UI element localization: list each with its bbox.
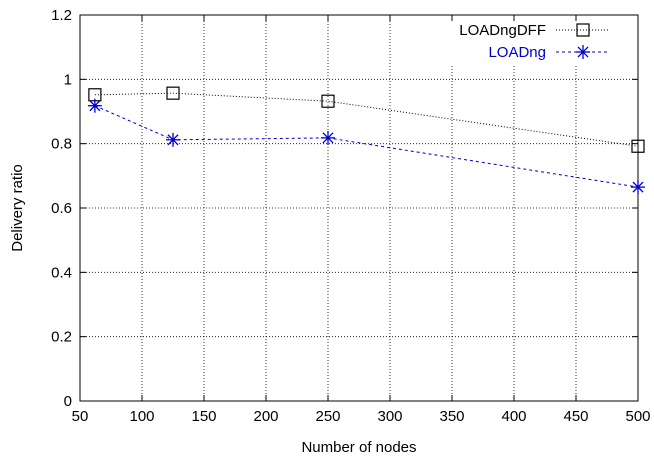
legend-marker-LOADngDFF [576, 23, 590, 37]
x-tick-label: 150 [191, 408, 216, 425]
y-tick-label: 0.2 [51, 329, 72, 346]
x-tick-label: 250 [315, 408, 340, 425]
axes: 50 100 150 200 250 300 350 400 450 500 0 0.2 0.4 0.6 0… [51, 7, 650, 425]
series-layer [87, 86, 645, 195]
x-tick-label: 350 [439, 408, 464, 425]
data-point-LOADng [87, 98, 102, 113]
legend: LOADngDFF LOADng [459, 22, 610, 61]
y-tick-label: 0.8 [51, 136, 72, 153]
x-tick-label: 450 [563, 408, 588, 425]
x-tick-label: 100 [129, 408, 154, 425]
x-tick-label: 500 [625, 408, 650, 425]
data-point-LOADngDFF [166, 86, 180, 100]
x-tick-label: 200 [253, 408, 278, 425]
y-axis-label: Delivery ratio [9, 164, 26, 252]
grid-lines [80, 15, 638, 401]
data-point-LOADng [321, 130, 335, 145]
y-tick-label: 0.4 [51, 264, 72, 281]
legend-label-LOADngDFF: LOADngDFF [459, 22, 546, 39]
data-point-LOADng [631, 180, 645, 195]
series-line-LOADngDFF [94, 92, 639, 147]
y-tick-label: 0.6 [51, 200, 72, 217]
legend-marker-LOADng [576, 45, 590, 59]
series-line-LOADng [94, 105, 639, 188]
x-tick-label: 300 [377, 408, 402, 425]
y-tick-label: 1 [64, 71, 72, 88]
data-point-LOADngDFF [321, 94, 335, 108]
x-tick-label: 50 [72, 408, 89, 425]
x-axis-label: Number of nodes [301, 439, 416, 456]
data-point-LOADng [166, 132, 180, 147]
y-tick-label: 0 [64, 393, 72, 410]
data-point-LOADngDFF [631, 139, 645, 153]
y-tick-label: 1.2 [51, 7, 72, 24]
x-tick-label: 400 [501, 408, 526, 425]
legend-label-LOADng: LOADng [488, 44, 546, 61]
